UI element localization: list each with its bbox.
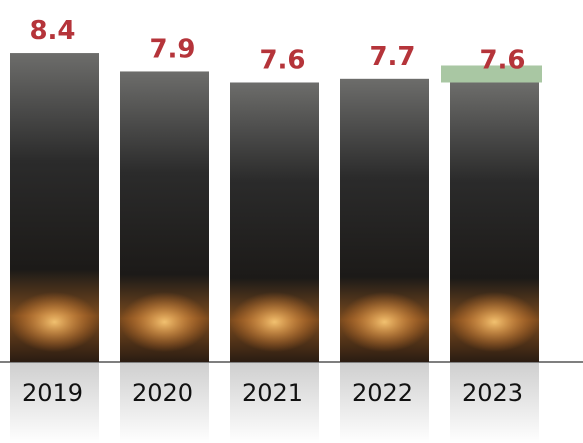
category-box <box>450 363 539 443</box>
x-tick-label: 2019 <box>22 379 83 407</box>
value-label: 7.6 <box>259 45 305 75</box>
x-tick-label: 2022 <box>352 379 413 407</box>
bar-glow <box>10 292 99 352</box>
x-tick-label: 2021 <box>242 379 303 407</box>
value-label: 7.6 <box>479 45 525 75</box>
highlight <box>441 65 542 83</box>
x-tick-label: 2020 <box>132 379 193 407</box>
category-box <box>10 363 99 443</box>
category-box <box>120 363 209 443</box>
category-box <box>230 363 319 443</box>
value-label: 7.7 <box>369 42 415 72</box>
value-label: 8.4 <box>29 16 75 46</box>
x-tick-label: 2023 <box>462 379 523 407</box>
bar-glow <box>120 292 209 352</box>
bar-glow <box>230 292 319 352</box>
bar-glow <box>450 292 539 352</box>
category-box <box>340 363 429 443</box>
bar-glow <box>340 292 429 352</box>
value-label: 7.9 <box>149 34 195 64</box>
